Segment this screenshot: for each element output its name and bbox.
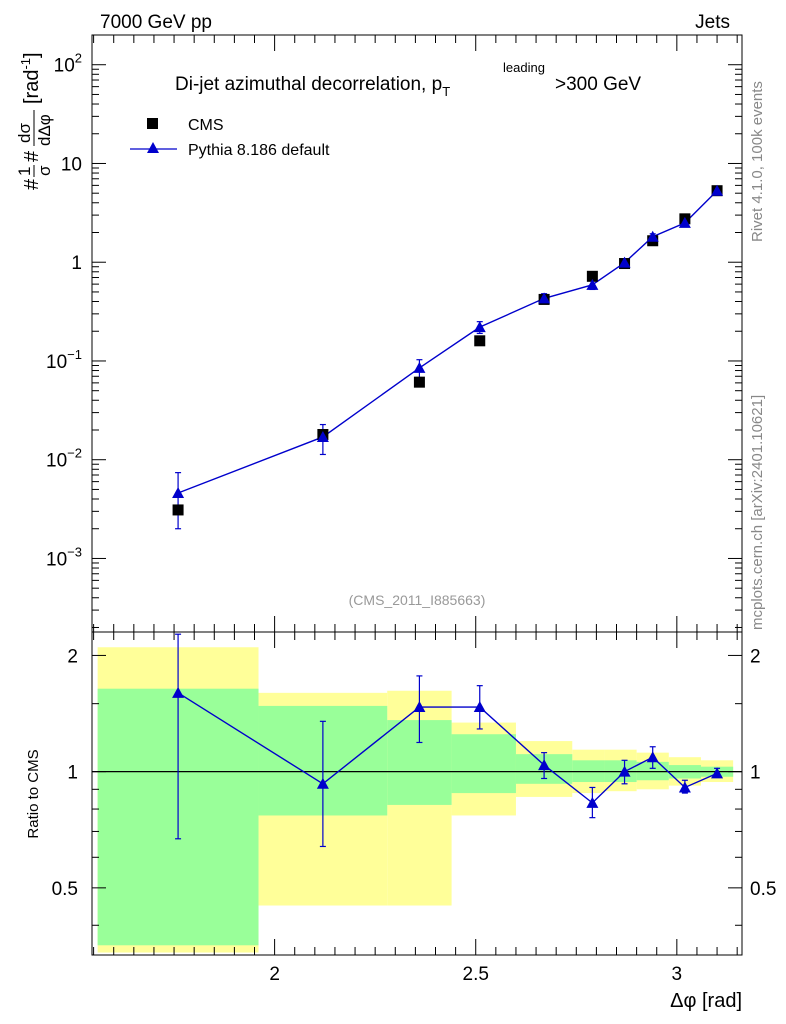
ylabel-unit: [rad [21,70,43,104]
legend-label-pythia: Pythia 8.186 default [188,142,330,159]
svg-text:dΔφ: dΔφ [35,114,54,146]
cms-point [172,504,184,516]
pythia-point [646,230,659,242]
main-ytick-label: 10 [61,154,82,175]
legend-marker-cms [147,118,158,129]
ratio-panel: 0.5 0.5 1 1 2 2 2 2.5 3 Ratio to CMS Δφ [rad] [25,631,776,1012]
ratio-point [473,701,486,713]
main-ylabel: # 1 σ # dσ dΔφ [rad-1] [15,52,54,190]
cms-point [413,376,425,388]
legend: CMS Pythia 8.186 default [130,117,330,159]
ratio-point [711,767,724,779]
svg-text:#: # [21,178,43,190]
main-ytick-base: 10 [46,451,67,472]
cms-point [586,270,598,282]
pythia-point [316,430,329,442]
legend-marker-pythia [147,142,159,153]
ylabel-den1: σ [35,165,54,176]
ratio-xtick-label: 2.5 [463,964,489,985]
pythia-point [678,216,691,228]
pythia-point [538,292,551,304]
rivet-label: Rivet 4.1.0, 100k events [749,81,766,242]
pythia-point [618,256,631,268]
ylabel-num1: 1 [15,167,34,176]
main-ytick-exp: −3 [67,544,82,559]
ratio-ytick-label-right: 2 [750,646,761,667]
ratio-line [177,692,718,804]
ratio-xtick-label: 3 [672,964,683,985]
svg-text:1: 1 [15,167,34,176]
ratio-point [678,781,691,793]
main-ytick-exp: 2 [75,51,82,66]
ratio-ytick-label-left: 1 [67,763,78,784]
ratio-point [618,765,631,777]
main-title-tail: >300 GeV [555,74,641,95]
ratio-point [172,686,185,698]
pythia-line [177,190,718,494]
main-ytick-label: 1 [71,253,82,274]
ylabel-den2: dΔφ [35,114,54,146]
main-ytick-base: 10 [54,56,75,77]
ratio-ytick-label-right: 1 [750,763,761,784]
main-ytick-base: 10 [61,154,82,175]
ratio-point [646,751,659,763]
ratio-ytick-label-right: 0.5 [750,879,776,900]
ylabel-unit-sup: -1 [18,58,33,70]
main-ytick-exp: −1 [67,347,82,362]
ylabel-mid: # [21,150,43,162]
ratio-ytick-label-left: 2 [67,646,78,667]
ratio-xtick-label: 2 [269,964,280,985]
ylabel-unit-close: ] [21,52,43,58]
ratio-point [586,796,599,808]
pythia-point [473,321,486,333]
ylabel-prefix: # [21,178,43,190]
main-ytick-base: 10 [46,549,67,570]
ratio-ytick-label-left: 0.5 [52,879,78,900]
cms-point [474,335,486,347]
pythia-point [586,278,599,290]
main-ytick-label: 10−2 [46,446,82,472]
ratio-band-green [451,734,516,794]
main-ytick-base: 1 [71,253,82,274]
main-ytick-label: 10−1 [46,347,82,373]
ratio-point [413,701,426,713]
ratio-frame [91,631,743,956]
ratio-xlabel: Δφ [rad] [670,990,742,1012]
pythia-point [711,184,724,196]
svg-text:#: # [21,150,43,162]
ratio-point [316,777,329,789]
svg-text:[rad-1]: [rad-1] [18,52,43,104]
legend-label-cms: CMS [188,117,224,134]
pythia-point [413,361,426,373]
ratio-point [538,759,551,771]
main-title-sub: T [442,84,450,99]
main-ytick-label: 102 [54,51,82,77]
main-title-text: Di-jet azimuthal decorrelation, p [175,74,442,95]
main-title: Di-jet azimuthal decorrelation, pTleadin… [175,60,641,99]
main-title-sup: leading [503,60,545,75]
header-right: Jets [695,12,730,33]
mcplots-label: mcplots.cern.ch [arXiv:2401.10621] [749,395,766,630]
pythia-point [172,487,185,499]
ylabel-num2: dσ [15,123,34,143]
main-ytick-base: 10 [46,352,67,373]
ratio-ylabel: Ratio to CMS [25,749,42,838]
header-left: 7000 GeV pp [100,12,212,33]
svg-text:dσ: dσ [15,123,34,143]
main-ytick-exp: −2 [67,446,82,461]
analysis-annotation: (CMS_2011_I885663) [349,592,486,608]
svg-text:σ: σ [35,165,54,176]
main-ytick-label: 10−3 [46,544,82,570]
